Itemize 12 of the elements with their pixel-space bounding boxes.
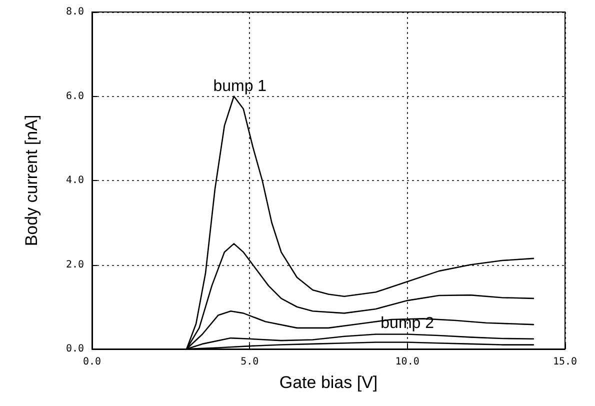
annotation: bump 1	[213, 78, 267, 95]
y-tick-label: 6.0	[66, 90, 84, 102]
y-axis-title: Body current [nA]	[22, 114, 41, 246]
y-tick-label: 8.0	[66, 6, 84, 18]
x-tick-label: 0.0	[82, 356, 102, 368]
x-tick-label: 15.0	[552, 356, 578, 368]
y-tick-label: 0.0	[66, 344, 84, 354]
y-tick-label: 4.0	[66, 175, 84, 186]
x-tick-label: 10.0	[395, 356, 420, 368]
x-tick-label: 5.0	[240, 356, 259, 368]
y-tick-label: 2.0	[66, 259, 84, 270]
x-axis-title: Gate bias [V]	[279, 373, 378, 392]
